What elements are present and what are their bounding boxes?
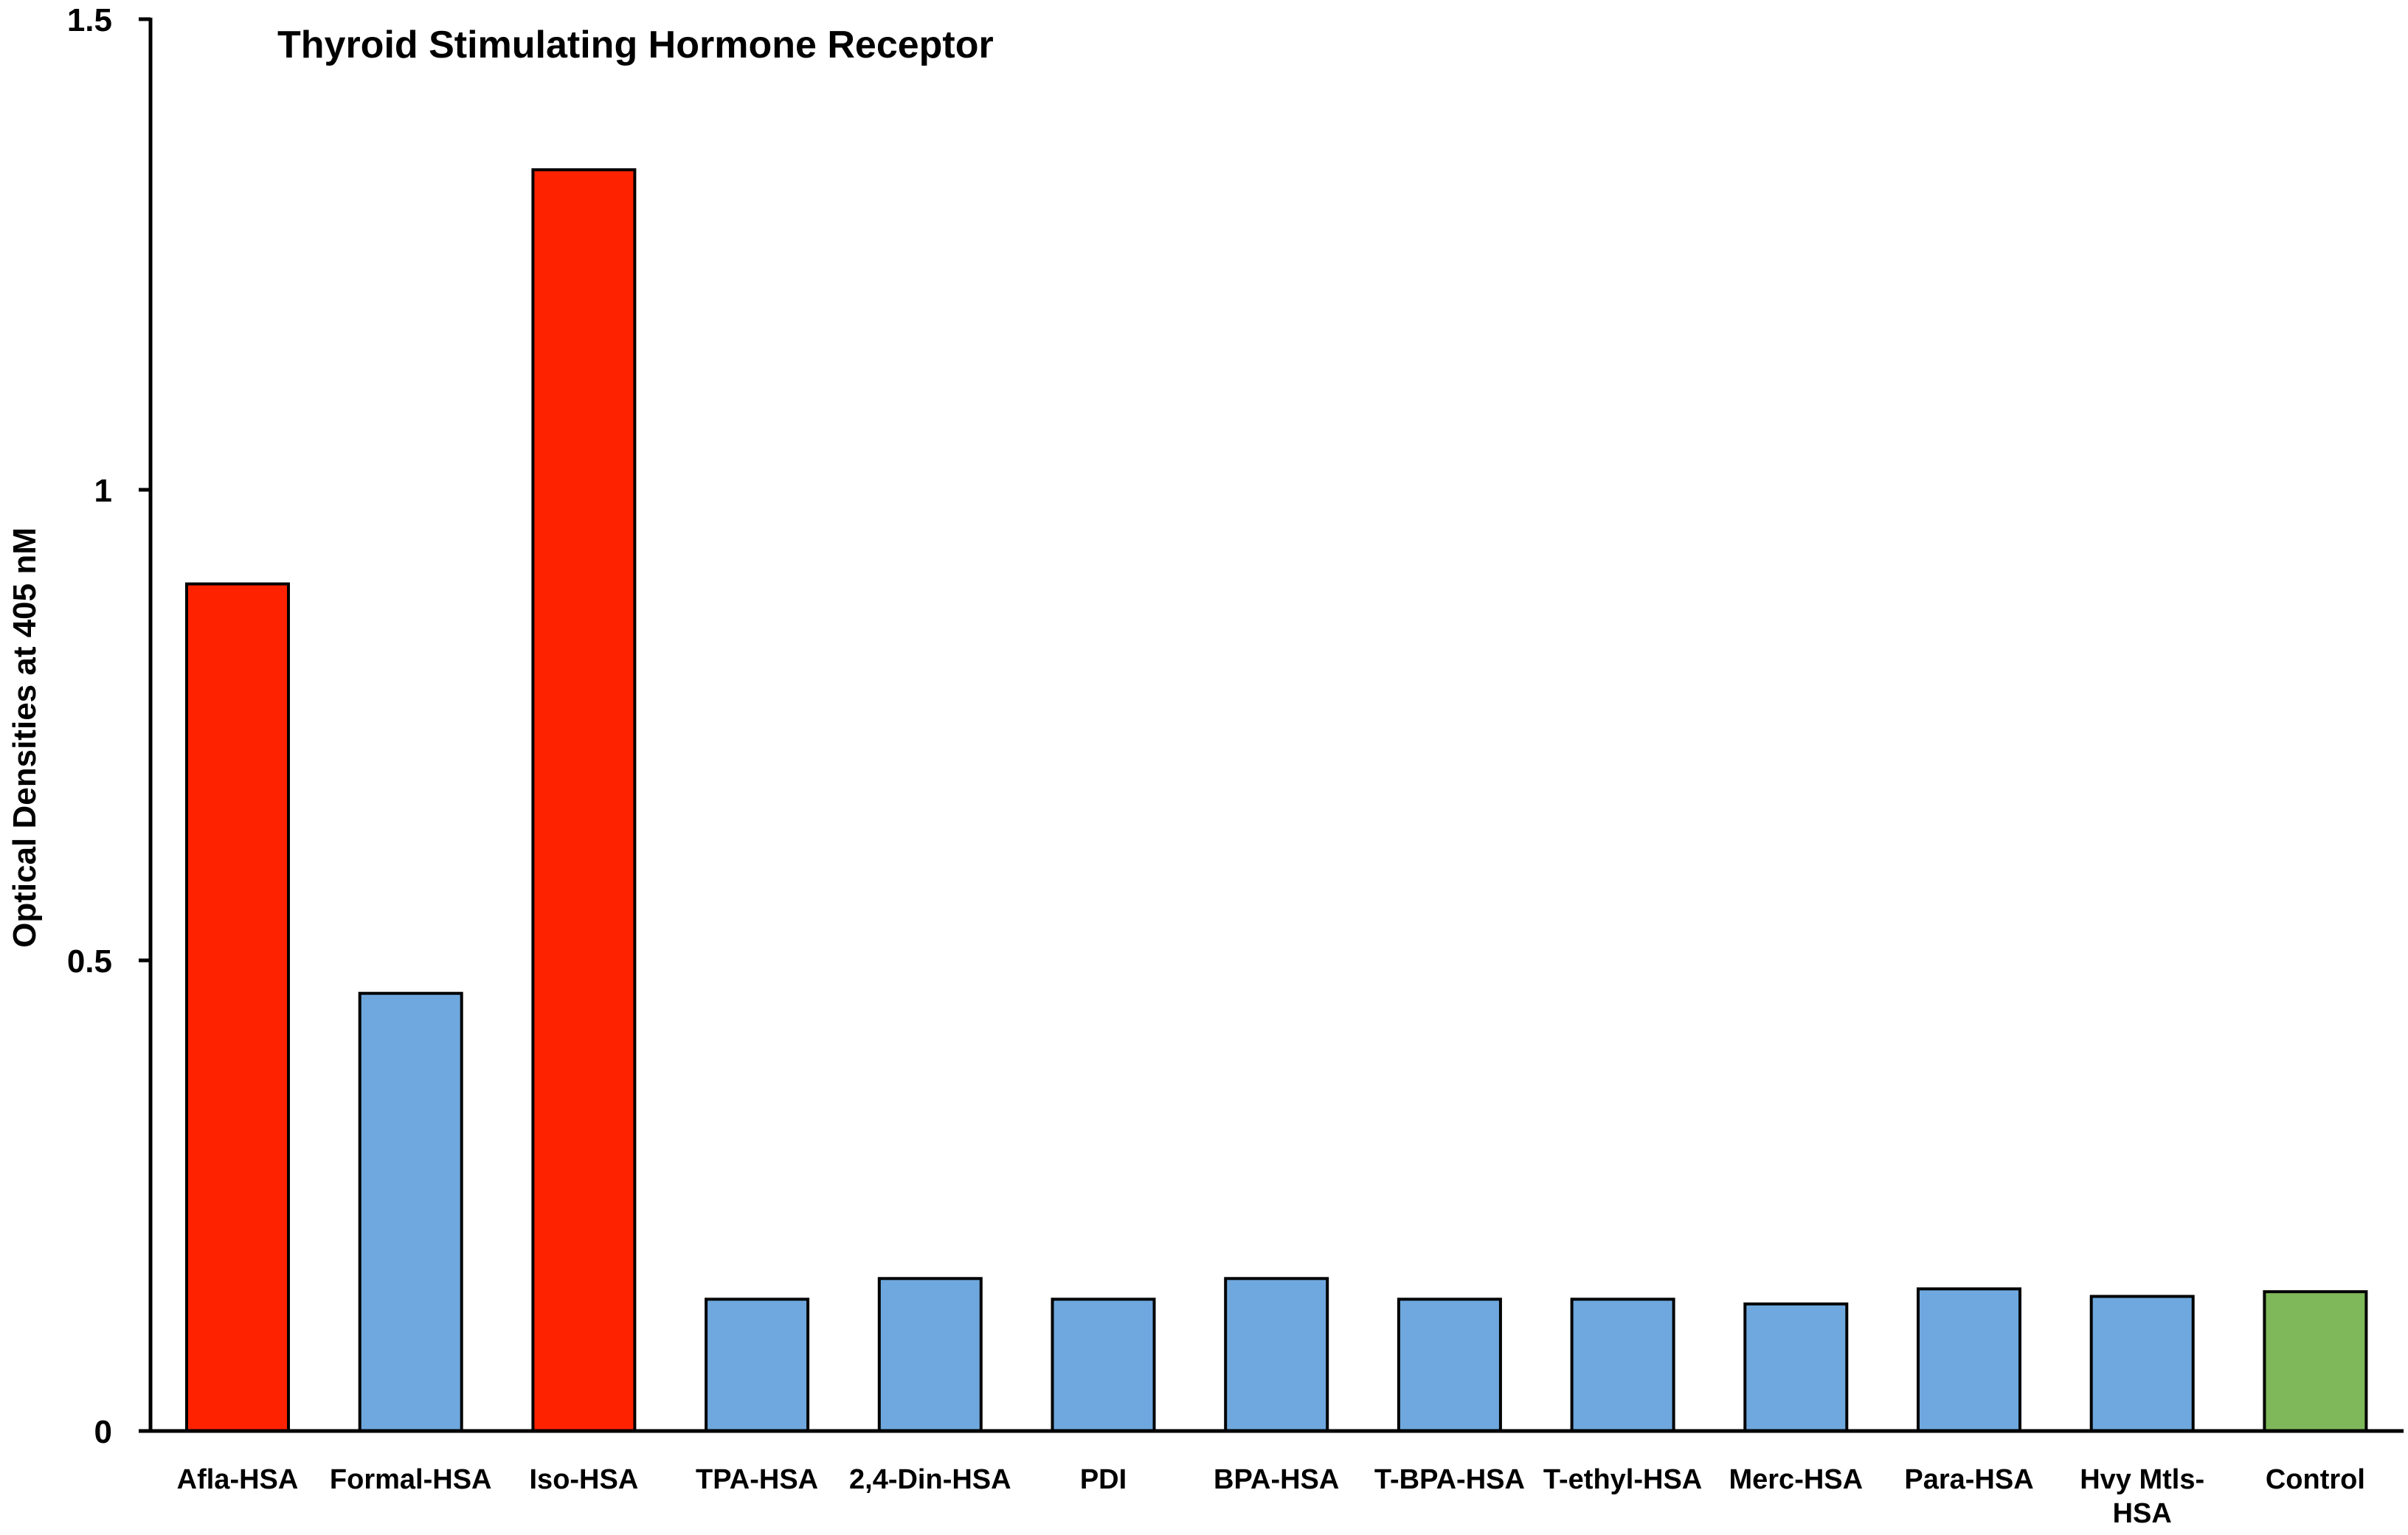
y-axis-title: Optical Densities at 405 nM <box>7 527 43 948</box>
x-category-label: Formal-HSA <box>330 1464 492 1495</box>
x-category-labels: Afla-HSA Formal-HSA Iso-HSA TPA-HSA 2,4-Din-… <box>177 1464 2365 1529</box>
bar-2-4-din-hsa <box>877 1277 983 1432</box>
x-category-label: Para-HSA <box>1904 1464 2033 1495</box>
y-tick-label: 1 <box>94 473 112 509</box>
x-category-label: TPA-HSA <box>696 1464 818 1495</box>
bar-t-ethyl-hsa <box>1570 1297 1675 1432</box>
y-tick-label: 0.5 <box>67 943 112 980</box>
x-category-label: Afla-HSA <box>177 1464 299 1495</box>
x-category-label: Merc-HSA <box>1729 1464 1863 1495</box>
bar-merc-hsa <box>1743 1302 1849 1432</box>
bar-para-hsa <box>1917 1287 2021 1432</box>
bar-hvy-mtls-hsa <box>2089 1295 2195 1432</box>
x-category-label: PDI <box>1080 1464 1127 1495</box>
y-tick-label: 1.5 <box>67 2 112 38</box>
x-category-label: BPA-HSA <box>1214 1464 1339 1495</box>
bar-formal-hsa <box>358 991 463 1433</box>
bar-bpa-hsa <box>1224 1277 1329 1432</box>
x-category-label: 2,4-Din-HSA <box>849 1464 1011 1495</box>
bar-afla-hsa <box>185 582 290 1432</box>
x-category-label: Control <box>2266 1464 2365 1495</box>
x-category-label: T-ethyl-HSA <box>1543 1464 1702 1495</box>
bar-t-bpa-hsa <box>1397 1297 1502 1432</box>
x-category-label: Hvy Mtls-HSA <box>2080 1464 2204 1529</box>
bar-pdi <box>1051 1297 1156 1432</box>
y-ticks-layer: 0 0.5 1 1.5 <box>67 2 150 1450</box>
bars-layer <box>185 168 2368 1433</box>
y-tick-label: 0 <box>94 1414 112 1450</box>
bar-tpa-hsa <box>705 1297 810 1432</box>
bar-control <box>2263 1290 2368 1432</box>
bar-iso-hsa <box>531 168 637 1432</box>
x-category-label: T-BPA-HSA <box>1374 1464 1525 1495</box>
chart-title: Thyroid Stimulating Hormone Receptor <box>277 24 994 66</box>
x-category-label: Iso-HSA <box>530 1464 639 1495</box>
